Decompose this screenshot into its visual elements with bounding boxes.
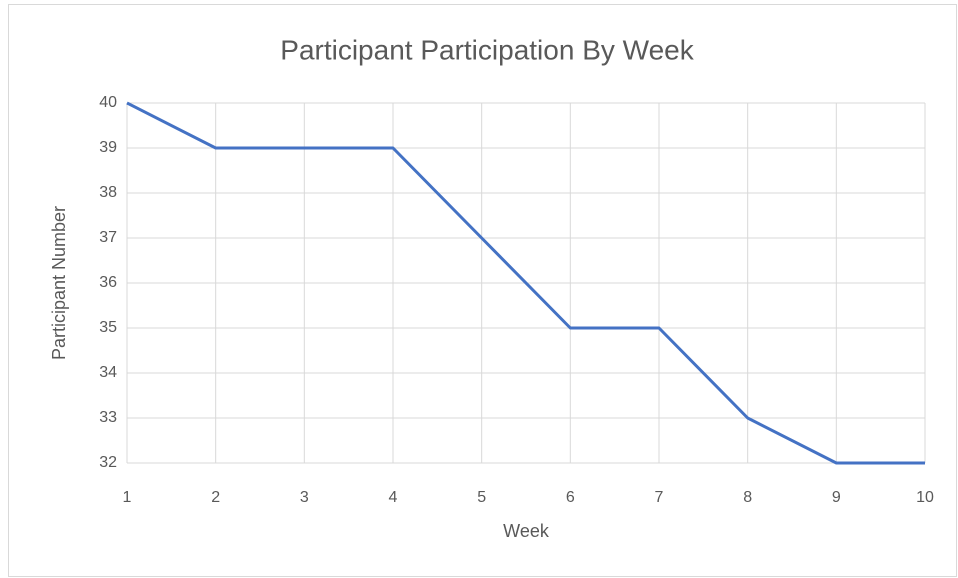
x-tick-label: 2	[211, 489, 220, 506]
y-tick-label: 39	[99, 139, 117, 156]
data-line	[126, 101, 925, 465]
x-tick-label: 8	[743, 489, 752, 506]
y-tick-label: 34	[99, 364, 117, 381]
y-tick-label: 38	[99, 184, 117, 201]
x-tick-label: 7	[655, 489, 664, 506]
y-tick-label: 33	[99, 409, 117, 426]
y-tick-label: 40	[99, 94, 117, 111]
x-tick-label: 10	[916, 489, 934, 506]
y-tick-label: 37	[99, 229, 117, 246]
x-tick-label: 3	[300, 489, 309, 506]
chart-border	[8, 4, 957, 577]
x-tick-label: 1	[123, 489, 132, 506]
x-tick-label: 4	[389, 489, 398, 506]
x-tick-label: 5	[477, 489, 486, 506]
y-tick-label: 32	[99, 454, 117, 471]
y-axis-label: Participant Number	[49, 206, 69, 360]
x-tick-label: 6	[566, 489, 575, 506]
y-tick-label: 35	[99, 319, 117, 336]
x-tick-label: 9	[832, 489, 841, 506]
x-axis-label: Week	[503, 521, 550, 541]
chart-title: Participant Participation By Week	[280, 34, 694, 65]
y-tick-label: 36	[99, 274, 117, 291]
